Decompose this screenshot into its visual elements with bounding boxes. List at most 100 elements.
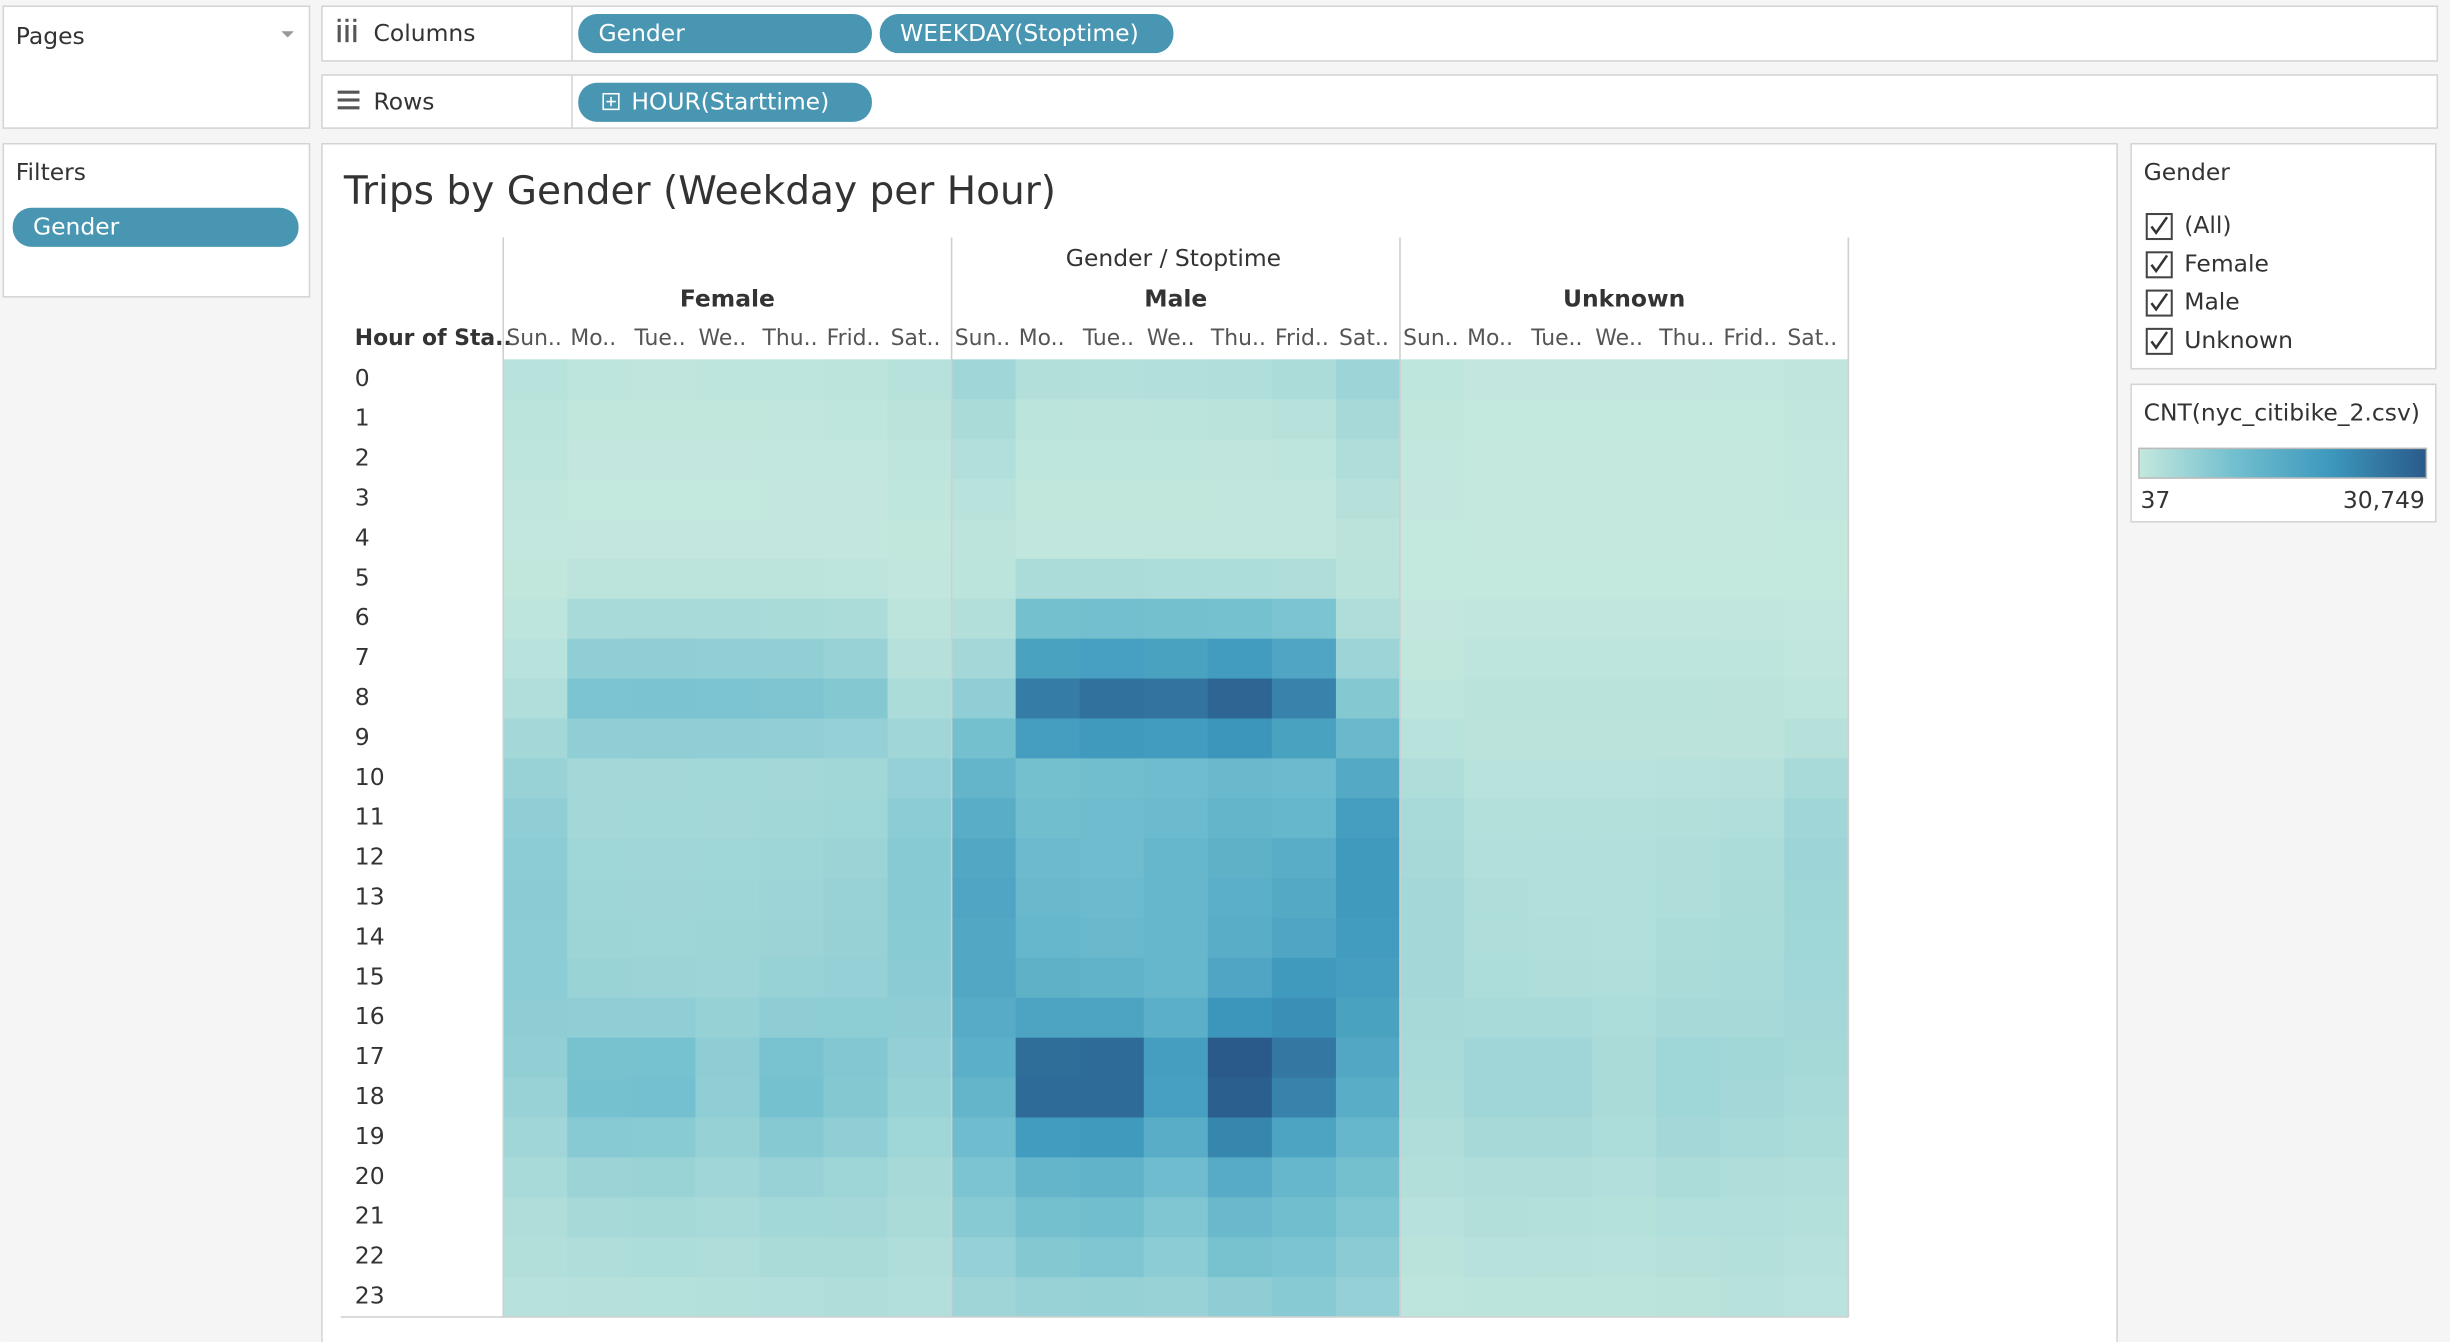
- heatmap-cell: [887, 359, 953, 400]
- heatmap-cell: [1079, 917, 1145, 959]
- heatmap-cell: [1015, 1037, 1081, 1079]
- heatmap-cell: [503, 1037, 568, 1079]
- row-label: 11: [355, 803, 385, 831]
- heatmap-cell: [1143, 838, 1209, 879]
- heatmap-cell: [1528, 518, 1593, 560]
- heatmap-cell: [1335, 798, 1401, 839]
- heatmap-cell: [1207, 1237, 1273, 1278]
- heatmap-cell: [1720, 558, 1785, 600]
- heatmap-cell: [1271, 1037, 1337, 1079]
- heatmap-cell: [887, 838, 953, 879]
- heatmap-cell: [1592, 1197, 1657, 1238]
- heatmap-cell: [503, 1197, 568, 1238]
- heatmap-cell: [1592, 1157, 1657, 1198]
- heatmap-cell: [1656, 917, 1721, 959]
- heatmap-cell: [695, 957, 760, 999]
- heatmap-cell: [1720, 718, 1785, 759]
- heatmap-cell: [503, 558, 568, 600]
- row-label: 16: [355, 1002, 385, 1030]
- pill[interactable]: [578, 14, 872, 54]
- column-label: Frid..: [1275, 326, 1329, 351]
- heatmap-cell: [503, 838, 568, 879]
- heatmap-cell: [695, 439, 760, 480]
- heatmap-cell: [1399, 758, 1465, 799]
- heatmap-cell: [887, 1117, 953, 1158]
- heatmap-cell: [1720, 479, 1785, 520]
- heatmap-cell: [695, 1277, 760, 1318]
- heatmap-cell: [1335, 1037, 1401, 1079]
- column-label: Sat..: [1787, 326, 1837, 351]
- heatmap-cell: [1656, 439, 1721, 480]
- heatmap-cell: [759, 479, 824, 520]
- heatmap-cell: [823, 678, 889, 719]
- heatmap-cell: [1784, 1237, 1849, 1278]
- heatmap-cell: [1207, 1197, 1273, 1238]
- heatmap-cell: [1015, 957, 1081, 999]
- heatmap-cell: [1464, 878, 1529, 919]
- heatmap-cell: [1592, 1237, 1657, 1278]
- heatmap-cell: [1528, 558, 1593, 600]
- heatmap-cell: [887, 558, 953, 600]
- expand-icon[interactable]: [602, 92, 620, 111]
- heatmap-cell: [1399, 878, 1465, 919]
- heatmap-cell: [887, 1077, 953, 1118]
- heatmap-cell: [1079, 718, 1145, 759]
- heatmap-cell: [759, 917, 824, 959]
- heatmap-cell: [1592, 997, 1657, 1039]
- heatmap-cell: [1720, 1117, 1785, 1158]
- heatmap-cell: [1015, 798, 1081, 839]
- heatmap-cell: [1143, 957, 1209, 999]
- heatmap-cell: [567, 917, 632, 959]
- heatmap-cell: [887, 598, 953, 640]
- pill[interactable]: [578, 82, 872, 122]
- color-ramp: [2138, 447, 2428, 479]
- heatmap-cell: [1015, 518, 1081, 560]
- heatmap-cell: [951, 758, 1017, 799]
- heatmap-cell: [1720, 878, 1785, 919]
- heatmap-cell: [951, 838, 1017, 879]
- heatmap-cell: [887, 718, 953, 759]
- heatmap-cell: [1464, 399, 1529, 440]
- heatmap-cell: [1335, 957, 1401, 999]
- row-label: 19: [355, 1122, 385, 1150]
- heatmap-cell: [1592, 838, 1657, 879]
- heatmap-cell: [1656, 638, 1721, 680]
- dropdown-icon[interactable]: [281, 31, 294, 38]
- heatmap-cell: [887, 1237, 953, 1278]
- heatmap-cell: [1143, 1197, 1209, 1238]
- heatmap-cell: [1399, 399, 1465, 440]
- heatmap-cell: [503, 917, 568, 959]
- heatmap-cell: [1720, 997, 1785, 1039]
- heatmap-cell: [1656, 1037, 1721, 1079]
- heatmap-cell: [503, 758, 568, 799]
- column-label: Tue..: [633, 326, 685, 351]
- row-label: 18: [355, 1082, 385, 1110]
- heatmap-cell: [695, 1237, 760, 1278]
- heatmap-cell: [759, 1117, 824, 1158]
- heatmap-cell: [1335, 439, 1401, 480]
- column-label: Thu..: [1658, 326, 1714, 351]
- legend-title: CNT(nyc_citibike_2.csv): [2144, 399, 2420, 427]
- heatmap-cell: [1784, 479, 1849, 520]
- heatmap-cell: [1207, 598, 1273, 640]
- heatmap-cell: [1335, 558, 1401, 600]
- row-label: 9: [355, 723, 370, 751]
- heatmap-cell: [887, 638, 953, 680]
- heatmap-cell: [1656, 1277, 1721, 1318]
- pill[interactable]: [879, 14, 1174, 54]
- heatmap-cell: [1143, 1277, 1209, 1318]
- heatmap-cell: [503, 1117, 568, 1158]
- heatmap-cell: [887, 878, 953, 919]
- column-label: Mo..: [1019, 326, 1065, 351]
- heatmap-cell: [1784, 758, 1849, 799]
- rows-label: Rows: [374, 88, 435, 116]
- heatmap-cell: [1335, 838, 1401, 879]
- pill[interactable]: [12, 207, 299, 247]
- heatmap-cell: [887, 1157, 953, 1198]
- heatmap-cell: [695, 558, 760, 600]
- heatmap-cell: [1207, 558, 1273, 600]
- heatmap-cell: [1720, 838, 1785, 879]
- column-label: Sat..: [891, 326, 941, 351]
- heatmap-cell: [1015, 1157, 1081, 1198]
- heatmap-cell: [1335, 917, 1401, 959]
